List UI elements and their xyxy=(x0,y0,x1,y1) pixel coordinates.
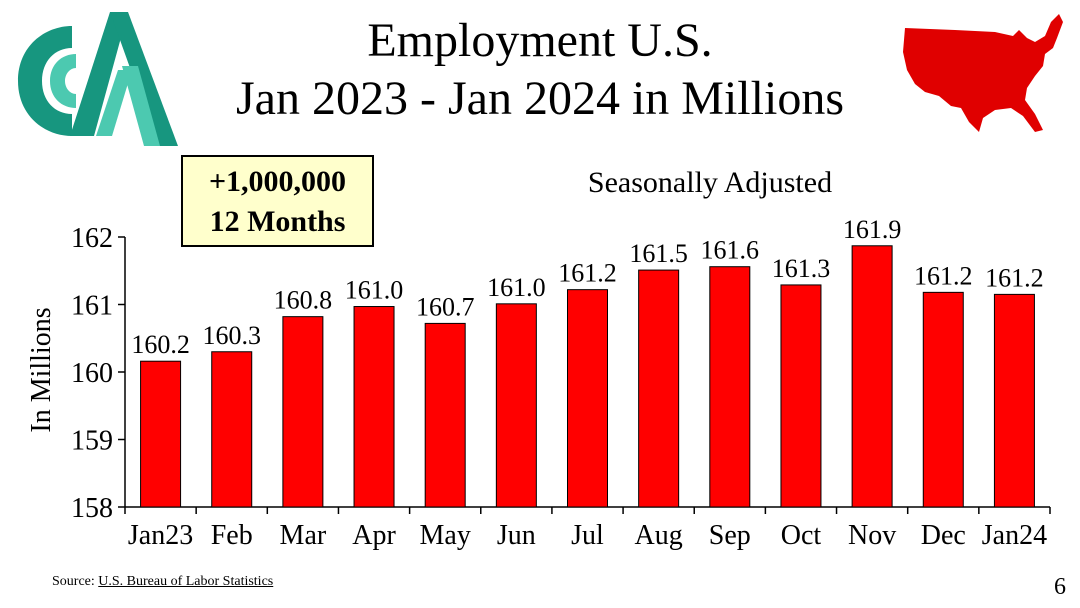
bar xyxy=(211,351,253,508)
data-label: 161.0 xyxy=(345,276,404,305)
x-tick-label: Jul xyxy=(571,520,604,551)
title-line-1: Employment U.S. xyxy=(367,14,713,67)
data-label: 160.7 xyxy=(416,292,475,321)
bar xyxy=(922,291,964,508)
y-tick-label: 158 xyxy=(71,493,113,524)
data-label: 161.2 xyxy=(914,261,973,290)
data-label: 161.0 xyxy=(487,273,546,302)
data-label: 161.6 xyxy=(701,236,760,265)
data-label: 161.2 xyxy=(558,259,617,288)
y-tick-label: 160 xyxy=(71,358,113,389)
bar xyxy=(638,269,680,508)
title-line-2: Jan 2023 - Jan 2024 in Millions xyxy=(236,72,844,125)
bar xyxy=(353,306,395,508)
x-tick-label: Apr xyxy=(352,520,396,551)
x-tick-label: Sep xyxy=(709,520,751,551)
data-label: 161.3 xyxy=(772,254,831,283)
x-tick-label: Mar xyxy=(280,520,327,551)
bar xyxy=(851,245,893,508)
source-note: Source: U.S. Bureau of Labor Statistics xyxy=(52,574,273,590)
data-label: 161.2 xyxy=(985,263,1044,292)
source-link[interactable]: U.S. Bureau of Labor Statistics xyxy=(98,574,274,589)
y-tick-label: 162 xyxy=(71,223,113,254)
x-tick-label: Jan24 xyxy=(982,520,1047,551)
x-tick-label: Nov xyxy=(848,520,896,551)
badge-change-value: +1,000,000 xyxy=(208,165,347,198)
bar xyxy=(780,284,822,508)
y-tick-label: 159 xyxy=(71,426,113,457)
change-badge: +1,000,000 12 Months xyxy=(181,155,374,247)
x-tick-label: May xyxy=(420,520,471,551)
badge-period: 12 Months xyxy=(209,205,346,238)
x-tick-label: Jun xyxy=(497,520,536,551)
bar xyxy=(993,293,1035,508)
bar xyxy=(567,289,608,508)
source-prefix: Source: xyxy=(52,574,99,589)
page-number: 6 xyxy=(1054,574,1066,600)
x-tick-label: Feb xyxy=(211,520,253,551)
x-tick-label: Dec xyxy=(921,520,966,551)
data-label: 160.3 xyxy=(202,321,261,350)
x-tick-label: Jan23 xyxy=(128,520,193,551)
x-tick-label: Oct xyxy=(781,520,822,551)
bar xyxy=(282,316,324,508)
data-label: 161.9 xyxy=(843,215,902,244)
bar xyxy=(424,322,466,508)
page-title: Employment U.S. Jan 2023 - Jan 2024 in M… xyxy=(180,12,900,128)
x-tick-label: Aug xyxy=(635,520,683,551)
y-tick-label: 161 xyxy=(71,291,113,322)
bar xyxy=(495,303,537,508)
data-label: 160.2 xyxy=(131,330,190,359)
data-label: 161.5 xyxy=(629,239,688,268)
company-logo xyxy=(18,12,178,146)
chart-subtitle: Seasonally Adjusted xyxy=(587,166,833,199)
us-map-icon xyxy=(903,14,1063,132)
data-label: 160.8 xyxy=(274,286,333,315)
bar xyxy=(140,360,182,508)
bar xyxy=(709,266,751,508)
